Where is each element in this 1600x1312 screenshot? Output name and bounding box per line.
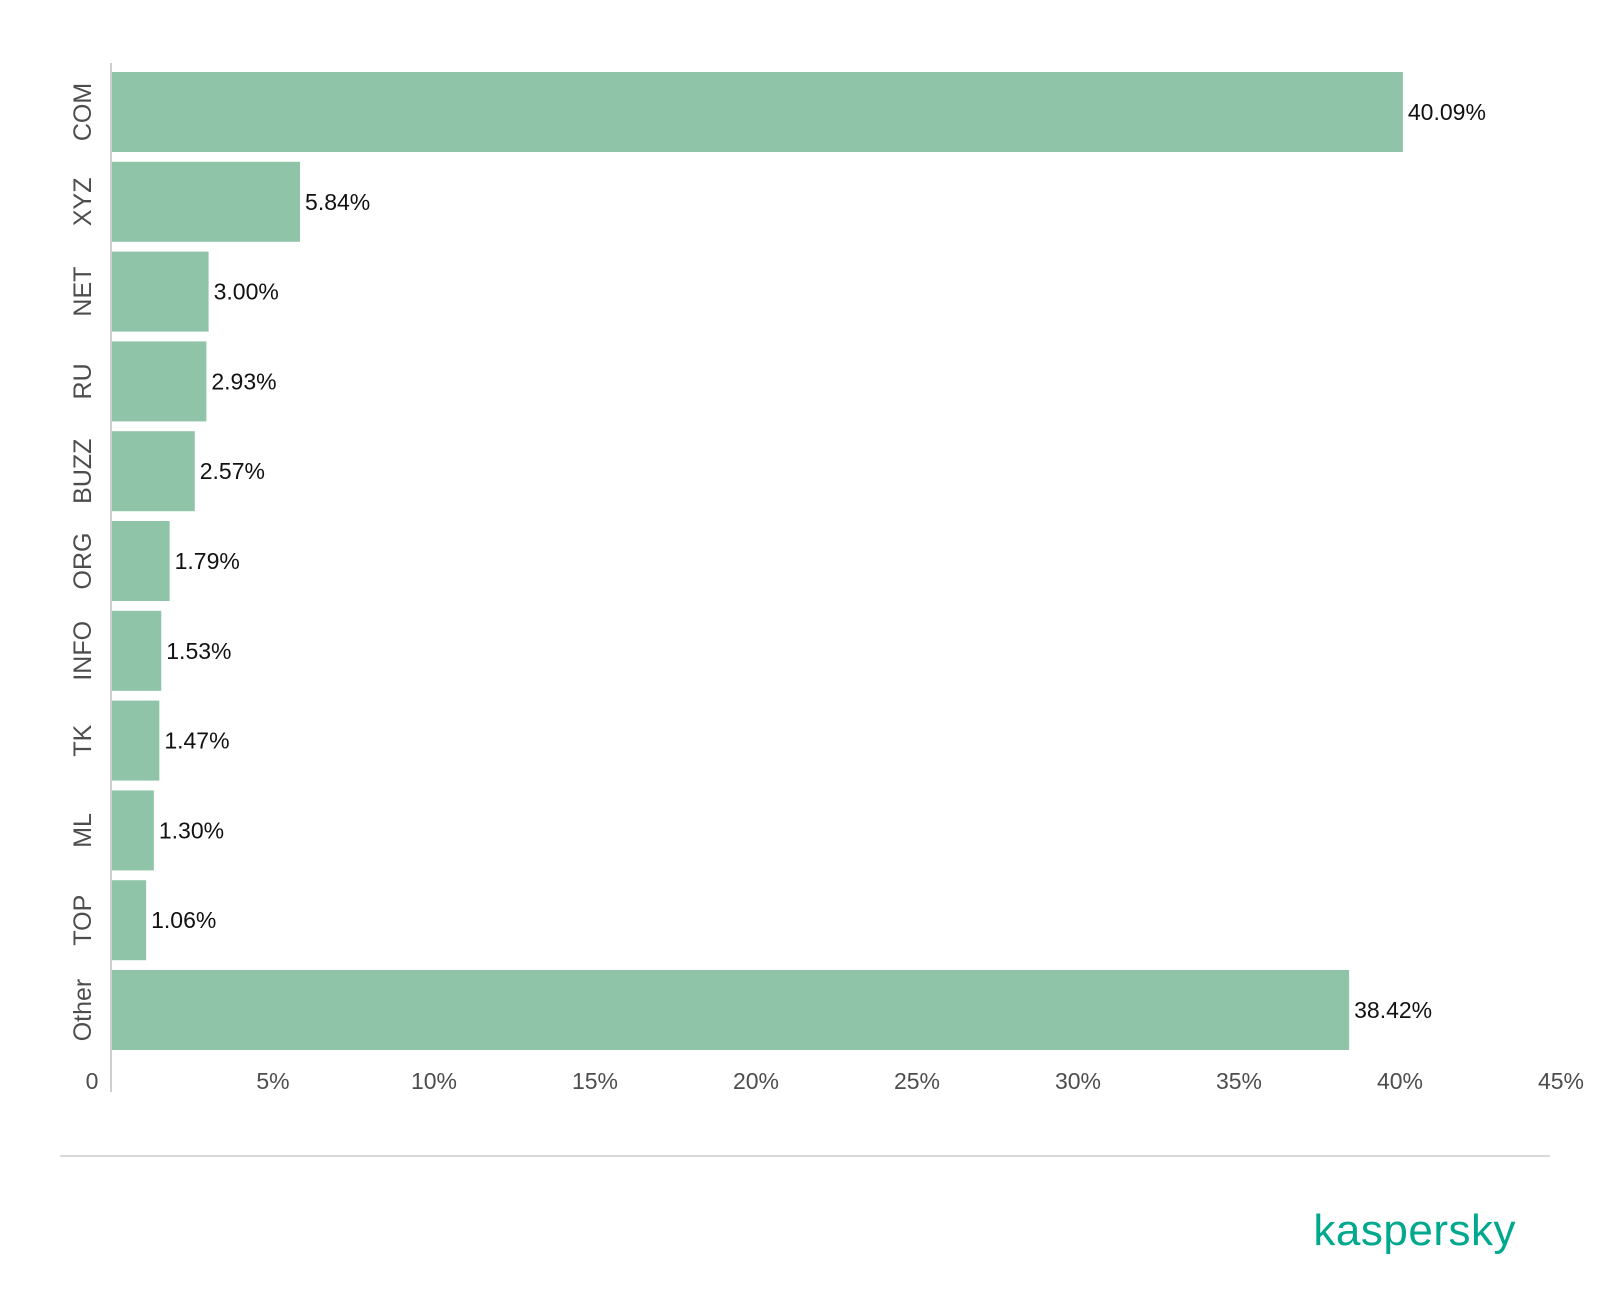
category-label-top: TOP	[69, 895, 97, 946]
bars-layer	[112, 72, 1403, 1050]
value-label-other: 38.42%	[1354, 997, 1432, 1023]
bar-ml	[112, 790, 154, 871]
x-tick-label: 30%	[1055, 1068, 1101, 1094]
category-labels-layer: COM XYZ NET RU BUZZ ORG INFO TK ML TOP Other	[69, 83, 97, 1041]
bar-top	[112, 880, 147, 961]
bar-org	[112, 521, 170, 601]
value-label-ml: 1.30%	[159, 817, 224, 843]
category-label-other: Other	[69, 979, 97, 1042]
bar-info	[112, 610, 162, 691]
category-label-ml: ML	[69, 813, 97, 848]
category-label-ru: RU	[69, 363, 97, 399]
bar-buzz	[112, 431, 195, 512]
value-label-info: 1.53%	[166, 638, 231, 664]
x-tick-label: 35%	[1216, 1068, 1262, 1094]
category-label-net: NET	[69, 267, 97, 317]
bar-xyz	[112, 161, 301, 242]
x-tick-label: 25%	[894, 1068, 940, 1094]
x-tick-label: 5%	[256, 1068, 289, 1094]
x-tick-label: 10%	[411, 1068, 457, 1094]
value-label-net: 3.00%	[214, 279, 279, 305]
value-label-xyz: 5.84%	[305, 189, 370, 215]
value-label-tk: 1.47%	[164, 728, 229, 754]
category-label-buzz: BUZZ	[69, 439, 97, 504]
x-tick-label: 0	[86, 1068, 99, 1094]
kaspersky-logo: kaspersky	[1313, 1206, 1516, 1255]
value-label-buzz: 2.57%	[200, 458, 265, 484]
x-tick-label: 45%	[1538, 1068, 1584, 1094]
x-tick-label: 20%	[733, 1068, 779, 1094]
bar-net	[112, 251, 209, 332]
footer-divider	[60, 1155, 1550, 1157]
bar-ru	[112, 341, 207, 422]
value-label-top: 1.06%	[151, 907, 216, 933]
category-label-org: ORG	[69, 533, 97, 590]
bar-com	[112, 72, 1403, 152]
bar-other	[112, 970, 1350, 1050]
bar-tk	[112, 700, 160, 781]
x-tick-label: 40%	[1377, 1068, 1423, 1094]
x-tick-label: 15%	[572, 1068, 618, 1094]
value-label-ru: 2.93%	[211, 368, 276, 394]
category-label-com: COM	[69, 83, 97, 141]
category-label-xyz: XYZ	[69, 177, 97, 226]
category-label-info: INFO	[69, 621, 97, 681]
value-label-org: 1.79%	[175, 548, 240, 574]
value-label-com: 40.09%	[1408, 99, 1486, 125]
x-tick-labels-layer: 0 5% 10% 15% 20% 25% 30% 35% 40% 45%	[86, 1068, 1584, 1094]
category-label-tk: TK	[69, 724, 97, 756]
value-labels-layer: 40.09% 5.84% 3.00% 2.93% 2.57% 1.79% 1.53% 1.47…	[151, 99, 1486, 1023]
